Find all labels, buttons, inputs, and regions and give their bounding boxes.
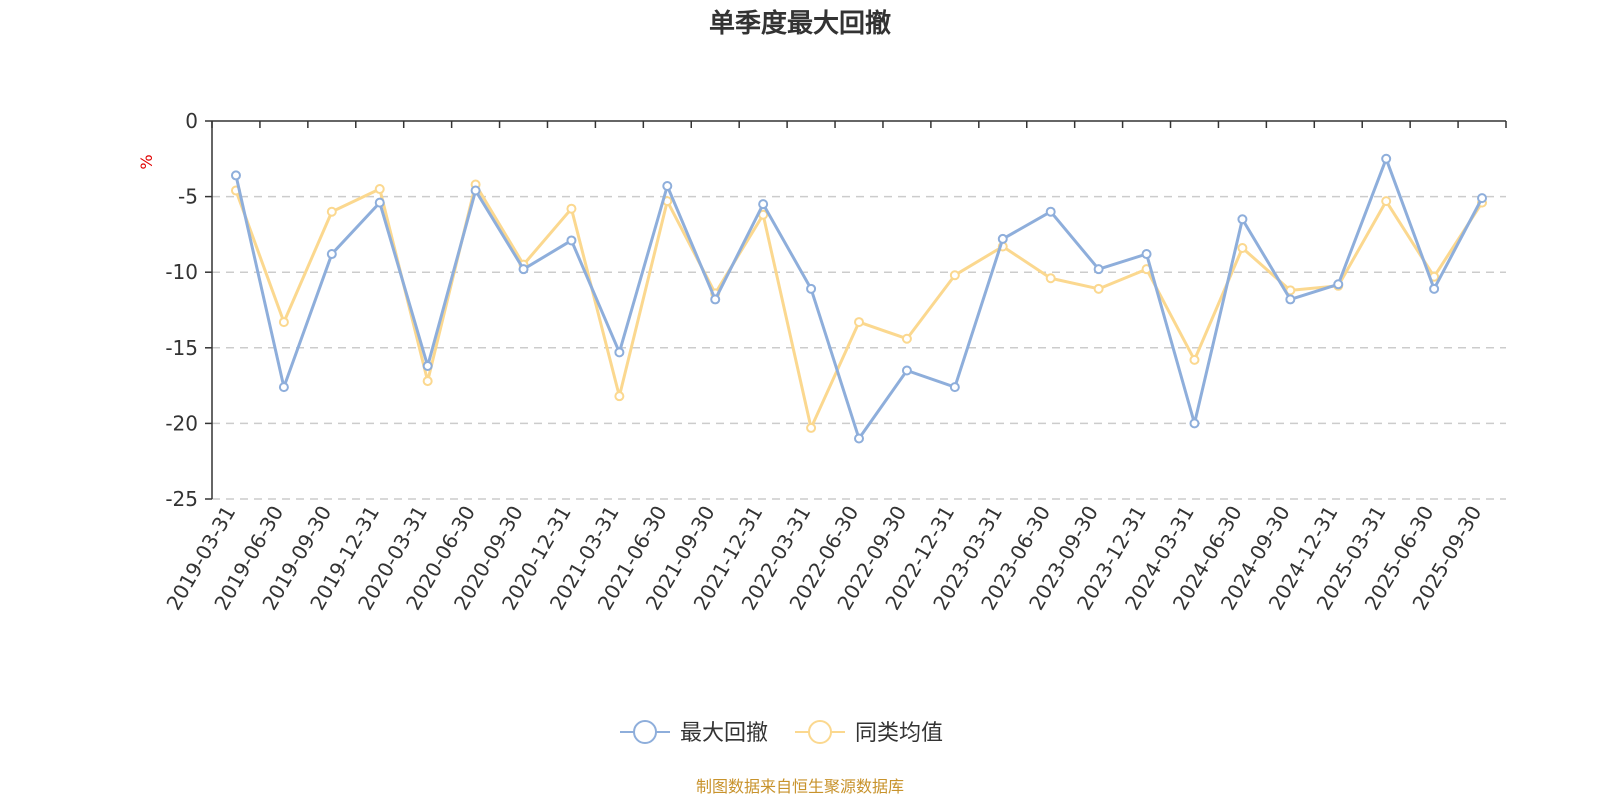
legend-label: 同类均值 xyxy=(855,721,943,746)
data-point xyxy=(614,391,625,402)
data-point xyxy=(614,347,625,358)
data-point xyxy=(1333,279,1344,290)
data-point xyxy=(710,294,721,305)
data-point xyxy=(1093,264,1104,275)
data-point xyxy=(1381,196,1392,207)
data-point xyxy=(1429,283,1440,294)
data-point xyxy=(1237,214,1248,225)
data-point xyxy=(1045,206,1056,217)
data-point xyxy=(1237,243,1248,254)
legend-swatch-marker xyxy=(633,720,657,744)
data-point xyxy=(901,365,912,376)
data-point xyxy=(758,199,769,210)
data-point xyxy=(374,184,385,195)
data-point xyxy=(949,382,960,393)
data-point xyxy=(662,181,673,192)
grid-layer xyxy=(212,195,1506,500)
data-point xyxy=(230,170,241,181)
data-point xyxy=(278,317,289,328)
data-point xyxy=(1285,294,1296,305)
data-point xyxy=(1141,249,1152,260)
series-layer xyxy=(230,153,1488,444)
data-point xyxy=(422,376,433,387)
data-point xyxy=(854,317,864,328)
data-point xyxy=(1189,354,1200,365)
data-point xyxy=(997,233,1008,244)
legend-item-1[interactable]: 最大回撤 xyxy=(620,720,768,746)
data-point xyxy=(1381,153,1392,164)
data-point xyxy=(278,382,289,393)
chart-title: 单季度最大回撤 xyxy=(709,8,891,39)
data-point xyxy=(518,264,529,275)
data-point xyxy=(326,249,337,260)
series-1 xyxy=(230,153,1488,444)
data-source-note: 制图数据来自恒生聚源数据库 xyxy=(696,777,904,796)
y-tick-label: -5 xyxy=(178,185,198,209)
legend-item-2[interactable]: 同类均值 xyxy=(795,720,943,746)
data-point xyxy=(949,270,960,281)
data-point xyxy=(1093,283,1104,294)
data-point xyxy=(806,283,817,294)
data-point xyxy=(1189,418,1200,429)
y-tick-label: -20 xyxy=(165,411,198,435)
data-point xyxy=(566,235,577,246)
data-point xyxy=(854,433,864,444)
data-point xyxy=(901,333,912,344)
legend-label: 最大回撤 xyxy=(680,721,768,746)
y-tick-label: -15 xyxy=(165,336,198,360)
data-point xyxy=(1045,273,1056,284)
legend[interactable]: 最大回撤 同类均值 xyxy=(620,720,943,746)
series-line-2 xyxy=(234,183,1484,430)
y-tick-label: -25 xyxy=(165,487,198,511)
series-2 xyxy=(230,179,1488,433)
y-tick-label: 0 xyxy=(185,109,198,133)
data-point xyxy=(374,197,385,208)
data-point xyxy=(1477,193,1488,204)
data-point xyxy=(470,185,481,196)
data-point xyxy=(326,206,337,217)
y-axis-unit: % xyxy=(137,154,156,169)
legend-swatch-marker xyxy=(808,720,832,744)
data-point xyxy=(566,203,577,214)
y-tick-label: -10 xyxy=(165,260,198,284)
data-point xyxy=(422,360,433,371)
data-point xyxy=(806,422,817,433)
